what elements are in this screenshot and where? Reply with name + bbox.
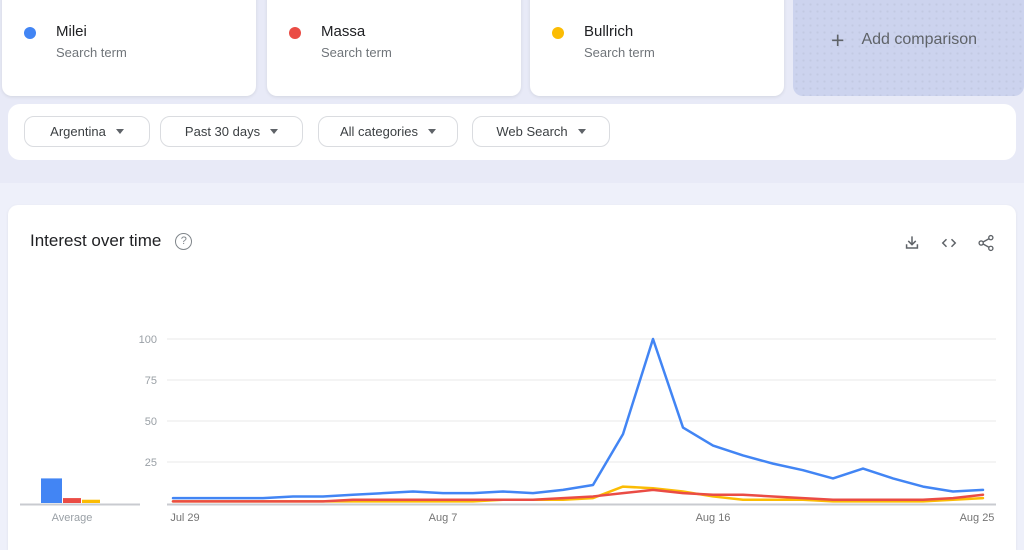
interest-over-time-panel: Interest over time ? 25 50 75 100 Jul 29 Aug … bbox=[8, 205, 1016, 550]
share-button[interactable] bbox=[976, 233, 996, 253]
download-icon bbox=[905, 236, 919, 249]
search-type-filter-value: Web Search bbox=[496, 124, 568, 139]
chevron-down-icon bbox=[115, 129, 124, 134]
svg-text:100: 100 bbox=[139, 334, 157, 346]
term-name: Massa bbox=[321, 23, 366, 40]
term-name: Bullrich bbox=[584, 23, 634, 40]
series-color-dot-massa bbox=[289, 27, 301, 39]
add-comparison-label: Add comparison bbox=[861, 31, 978, 48]
comparison-card-massa[interactable]: Massa Search term bbox=[267, 0, 521, 96]
term-type: Search term bbox=[584, 45, 655, 60]
comparison-card-milei[interactable]: Milei Search term bbox=[2, 0, 256, 96]
add-comparison-button[interactable]: + Add comparison bbox=[793, 0, 1024, 96]
plus-icon: + bbox=[831, 27, 845, 53]
embed-code-icon bbox=[941, 238, 957, 248]
svg-text:50: 50 bbox=[145, 416, 157, 428]
term-type: Search term bbox=[56, 45, 127, 60]
geo-filter-value: Argentina bbox=[50, 124, 106, 139]
svg-text:25: 25 bbox=[145, 457, 157, 469]
category-filter-dropdown[interactable]: All categories bbox=[318, 116, 458, 147]
svg-text:Aug 16: Aug 16 bbox=[696, 512, 731, 524]
panel-title: Interest over time bbox=[30, 231, 162, 250]
series-color-dot-milei bbox=[24, 27, 36, 39]
chevron-down-icon bbox=[270, 129, 279, 134]
geo-filter-dropdown[interactable]: Argentina bbox=[24, 116, 150, 147]
chevron-down-icon bbox=[428, 129, 437, 134]
time-filter-dropdown[interactable]: Past 30 days bbox=[160, 116, 303, 147]
embed-button[interactable] bbox=[939, 233, 959, 253]
comparison-card-bullrich[interactable]: Bullrich Search term bbox=[530, 0, 784, 96]
svg-text:75: 75 bbox=[145, 375, 157, 387]
search-type-filter-dropdown[interactable]: Web Search bbox=[472, 116, 610, 147]
chevron-down-icon bbox=[577, 129, 586, 134]
term-name: Milei bbox=[56, 23, 87, 40]
filter-bar: Argentina Past 30 days All categories We… bbox=[8, 104, 1016, 160]
category-filter-value: All categories bbox=[339, 124, 419, 139]
interest-over-time-chart[interactable]: 25 50 75 100 Jul 29 Aug 7 Aug 16 Aug 25 Average bbox=[8, 315, 1016, 550]
svg-text:Jul 29: Jul 29 bbox=[170, 512, 199, 524]
term-type: Search term bbox=[321, 45, 392, 60]
help-icon[interactable]: ? bbox=[175, 232, 193, 250]
time-filter-value: Past 30 days bbox=[184, 124, 261, 139]
series-color-dot-bullrich bbox=[552, 27, 564, 39]
share-icon bbox=[978, 234, 994, 252]
svg-text:Average: Average bbox=[52, 512, 93, 524]
svg-text:Aug 25: Aug 25 bbox=[960, 512, 995, 524]
svg-text:Aug 7: Aug 7 bbox=[429, 512, 458, 524]
download-button[interactable] bbox=[902, 233, 922, 253]
